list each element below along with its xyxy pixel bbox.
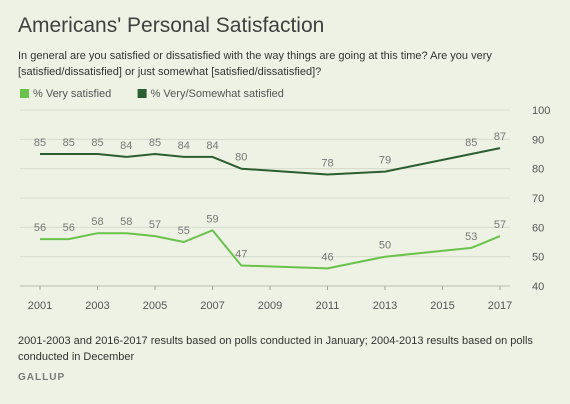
data-label: 78 [321, 158, 333, 170]
source-label: GALLUP [18, 372, 66, 383]
data-label: 58 [120, 216, 132, 228]
data-label: 85 [149, 137, 161, 149]
data-label: 85 [91, 137, 103, 149]
y-tick-label: 50 [532, 252, 544, 264]
data-label: 84 [178, 140, 190, 152]
data-label: 56 [34, 222, 46, 234]
data-label: 79 [379, 155, 391, 167]
y-tick-label: 70 [532, 193, 544, 205]
data-label: 59 [206, 213, 218, 225]
legend-swatch [137, 89, 147, 98]
y-tick-label: 40 [532, 281, 544, 293]
legend-label: % Very/Somewhat satisfied [151, 88, 284, 100]
data-label: 87 [494, 131, 506, 143]
chart-subtitle: In general are you satisfied or dissatis… [18, 50, 492, 78]
x-tick-label: 2013 [373, 300, 397, 312]
y-tick-label: 80 [532, 164, 544, 176]
data-label: 57 [149, 219, 161, 231]
y-tick-label: 60 [532, 222, 544, 234]
data-label: 85 [465, 137, 477, 149]
data-label: 58 [91, 216, 103, 228]
x-tick-label: 2005 [143, 300, 167, 312]
x-tick-label: 2011 [316, 300, 340, 312]
series-line-2 [40, 147, 501, 176]
data-label: 57 [494, 219, 506, 231]
data-label: 84 [206, 140, 218, 152]
x-tick-label: 2015 [430, 300, 454, 312]
data-label: 47 [235, 248, 247, 260]
y-tick-label: 100 [532, 105, 550, 117]
chart-title: Americans' Personal Satisfaction [18, 14, 325, 37]
data-label: 56 [63, 222, 75, 234]
x-tick-label: 2007 [200, 300, 224, 312]
footnote: 2001-2003 and 2016-2017 results based on… [18, 335, 533, 363]
data-label: 80 [235, 152, 247, 164]
data-label: 85 [34, 137, 46, 149]
data-label: 53 [465, 231, 477, 243]
data-label: 85 [63, 137, 75, 149]
data-label: 55 [178, 225, 190, 237]
legend-swatch [20, 89, 29, 98]
data-label: 50 [379, 240, 391, 252]
x-tick-label: 2003 [85, 300, 109, 312]
series-line-1 [40, 229, 501, 270]
x-tick-label: 2009 [258, 300, 282, 312]
y-tick-label: 90 [532, 134, 544, 146]
data-label: 84 [120, 140, 132, 152]
x-tick-label: 2001 [28, 300, 52, 312]
data-label: 46 [321, 251, 333, 263]
legend-label: % Very satisfied [33, 88, 111, 100]
x-tick-label: 2017 [488, 300, 512, 312]
